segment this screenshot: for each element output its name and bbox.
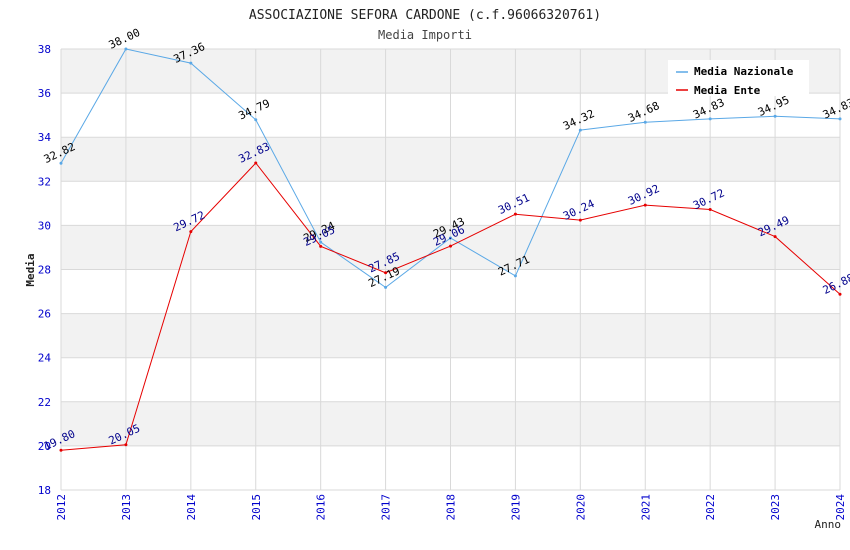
- data-point: [59, 448, 63, 452]
- y-tick-label: 24: [38, 352, 52, 365]
- x-tick-label: 2024: [834, 494, 847, 521]
- y-axis-ticks: 18 20 22 24 26 28 30 32 34 36 38: [38, 43, 52, 497]
- x-tick-label: 2018: [445, 494, 458, 521]
- x-tick-label: 2017: [380, 494, 393, 521]
- data-point: [838, 117, 842, 121]
- data-point: [124, 47, 128, 51]
- x-tick-label: 2016: [315, 494, 328, 521]
- y-tick-label: 32: [38, 175, 51, 188]
- y-tick-label: 18: [38, 484, 51, 497]
- data-point: [838, 292, 842, 296]
- data-label: 30.92: [626, 182, 662, 208]
- data-point: [773, 114, 777, 118]
- y-tick-label: 26: [38, 308, 51, 321]
- x-tick-label: 2021: [639, 494, 652, 521]
- series-lines: [59, 47, 842, 452]
- data-label: 34.95: [756, 93, 792, 119]
- legend-box: [668, 60, 809, 96]
- data-label: 34.83: [691, 96, 727, 122]
- data-label: 26.88: [821, 271, 850, 297]
- data-label: 30.72: [691, 186, 727, 212]
- data-point: [384, 285, 388, 289]
- data-point: [449, 236, 452, 240]
- y-tick-label: 38: [38, 43, 51, 56]
- x-axis-ticks: 2012 2013 2014 2015 2016 2017 2018 2019 2020 2021…: [55, 494, 847, 521]
- data-point: [254, 118, 258, 122]
- data-point: [59, 161, 63, 165]
- data-label: 30.51: [496, 191, 532, 217]
- x-axis-label: Anno: [815, 518, 842, 531]
- data-point: [319, 244, 323, 248]
- data-label: 30.24: [561, 197, 597, 223]
- data-point: [449, 244, 452, 248]
- y-tick-label: 20: [38, 440, 51, 453]
- data-point: [189, 61, 193, 65]
- x-tick-label: 2014: [185, 494, 198, 521]
- x-tick-label: 2015: [250, 494, 263, 521]
- x-tick-label: 2023: [769, 494, 782, 521]
- y-tick-label: 34: [38, 131, 52, 144]
- data-point: [578, 218, 582, 222]
- x-tick-label: 2012: [55, 494, 68, 521]
- legend-label-media-nazionale: Media Nazionale: [694, 65, 794, 78]
- data-point: [643, 120, 647, 124]
- chart-subtitle: Media Importi: [378, 28, 472, 42]
- data-point: [384, 271, 388, 275]
- data-point: [708, 208, 712, 212]
- data-label: 34.83: [821, 96, 850, 122]
- y-axis-label: Media: [24, 253, 37, 286]
- x-tick-label: 2020: [574, 494, 587, 521]
- legend: Media Nazionale Media Ente: [668, 60, 809, 97]
- data-label: 34.68: [626, 99, 662, 125]
- data-point: [513, 212, 517, 216]
- data-point: [513, 274, 517, 278]
- data-point: [254, 161, 258, 165]
- gridlines: [60, 48, 841, 491]
- y-tick-label: 36: [38, 87, 51, 100]
- y-tick-label: 22: [38, 396, 51, 409]
- x-tick-label: 2013: [120, 494, 133, 521]
- data-point: [578, 128, 582, 132]
- data-point: [189, 230, 193, 234]
- data-point: [773, 235, 777, 239]
- chart-title: ASSOCIAZIONE SEFORA CARDONE (c.f.9606632…: [249, 8, 601, 23]
- x-tick-label: 2019: [509, 494, 522, 521]
- data-label: 38.00: [107, 26, 143, 52]
- data-point: [124, 443, 128, 447]
- data-point: [319, 240, 323, 244]
- data-point: [643, 203, 647, 207]
- data-point: [708, 117, 712, 121]
- y-tick-label: 28: [38, 264, 51, 277]
- y-tick-label: 30: [38, 219, 51, 232]
- x-tick-label: 2022: [704, 494, 717, 521]
- legend-label-media-ente: Media Ente: [694, 84, 761, 97]
